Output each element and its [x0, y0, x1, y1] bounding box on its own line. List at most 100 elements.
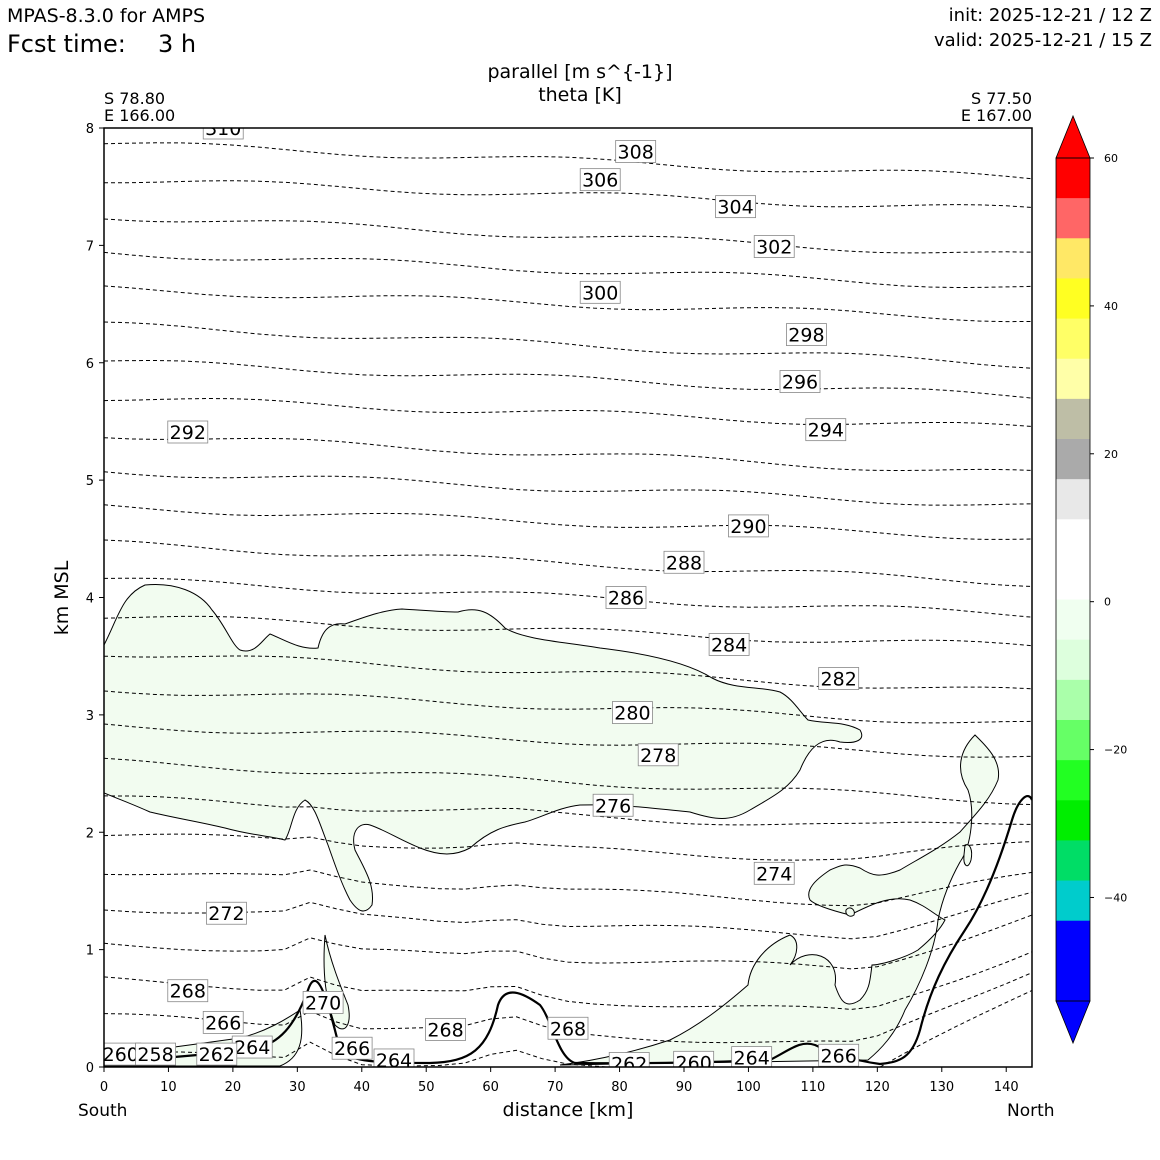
theta-contour-line: [104, 539, 1032, 587]
theta-label: 290: [730, 516, 766, 538]
theta-contour-line: [104, 951, 1032, 1010]
theta-contour-line: [104, 690, 1032, 724]
theta-label: 280: [614, 703, 650, 725]
theta-label-box: [167, 420, 209, 444]
x-tick-label: 140: [994, 1080, 1019, 1095]
colorbar-segment: [1056, 318, 1090, 360]
colorbar-tick-label: 40: [1104, 300, 1118, 313]
left-latitude: S 78.80: [104, 89, 166, 108]
theta-label-box: [673, 1050, 715, 1067]
theta-contour-line: [104, 795, 1032, 826]
x-tick-label: 60: [482, 1080, 499, 1095]
colorbar-segment: [1056, 358, 1090, 400]
theta-label: 266: [821, 1045, 857, 1067]
colorbar-segment: [1056, 920, 1090, 962]
theta-label-box: [608, 1052, 650, 1067]
theta-label: 300: [582, 282, 618, 304]
colorbar-segment: [1056, 800, 1090, 841]
colorbar-tick-label: −40: [1104, 891, 1127, 904]
chart-title: parallel [m s^{-1}]: [487, 61, 673, 83]
theta-label-box: [731, 1046, 773, 1067]
x-tick-label: 10: [160, 1080, 177, 1095]
theta-label-box: [592, 793, 634, 817]
theta-label: 260: [676, 1052, 712, 1074]
colorbar-segment: [1056, 840, 1090, 882]
theta-label-box: [167, 979, 209, 1003]
colorbar-segment: [1056, 599, 1090, 641]
theta-label: 302: [756, 237, 792, 259]
theta-label: 284: [711, 634, 747, 656]
theta-label: 268: [550, 1018, 586, 1040]
theta-label-box: [331, 1036, 373, 1060]
theta-label: 264: [376, 1050, 412, 1072]
right-latitude: S 77.50: [970, 89, 1032, 108]
theta-label: 278: [640, 745, 676, 767]
y-tick-label: 2: [86, 826, 94, 841]
right-direction-label: North: [1007, 1101, 1055, 1121]
theta-label-box: [135, 1042, 176, 1066]
negative-wind-region: [845, 907, 855, 917]
theta-label-box: [753, 235, 795, 258]
theta-label-box: [425, 1018, 466, 1041]
y-tick-label: 0: [86, 1061, 94, 1076]
x-tick-label: 0: [100, 1080, 108, 1095]
theta-label: 264: [734, 1048, 770, 1070]
theta-label-box: [637, 743, 679, 767]
x-tick-label: 20: [225, 1080, 242, 1095]
x-tick-label: 130: [929, 1080, 954, 1095]
theta-label: 306: [582, 170, 618, 192]
x-tick-label: 80: [611, 1080, 628, 1095]
y-tick-label: 5: [86, 474, 94, 489]
theta-label-box: [818, 667, 860, 690]
theta-label: 296: [782, 372, 818, 394]
theta-contour-line: [104, 285, 1032, 323]
theta-label: 262: [199, 1044, 235, 1066]
x-tick-label: 100: [736, 1080, 761, 1095]
colorbar-segment: [1056, 519, 1090, 560]
theta-label: 266: [205, 1012, 241, 1034]
y-tick-label: 1: [86, 944, 94, 959]
forecast-time-label: Fcst time:: [7, 30, 126, 58]
colorbar-segment: [1056, 559, 1090, 601]
theta-label-box: [196, 1042, 238, 1066]
y-tick-label: 4: [86, 592, 94, 607]
terrain-line: [104, 794, 1032, 1066]
x-tick-label: 120: [865, 1080, 890, 1095]
theta-contour-line: [104, 180, 1032, 208]
theta-contour-line: [104, 833, 1032, 861]
colorbar-tick-label: 20: [1104, 448, 1118, 461]
left-direction-label: South: [78, 1101, 128, 1121]
colorbar-segment: [1056, 439, 1090, 480]
x-tick-label: 30: [289, 1080, 306, 1095]
y-tick-label: 3: [86, 709, 94, 724]
colorbar-segment: [1056, 158, 1090, 199]
colorbar-bottom-extension: [1055, 1000, 1091, 1045]
negative-wind-region: [104, 583, 863, 912]
theta-label: 304: [717, 197, 753, 219]
plot-frame: [103, 127, 1033, 1068]
theta-label-box: [612, 701, 653, 724]
colorbar-segment: [1056, 238, 1090, 279]
x-tick-label: 40: [354, 1080, 371, 1095]
negative-wind-region: [323, 934, 350, 1030]
x-tick-label: 90: [676, 1080, 693, 1095]
theta-label: 264: [234, 1037, 270, 1059]
theta-label: 294: [808, 420, 844, 442]
theta-contour-line: [104, 251, 1032, 289]
theta-label: 268: [170, 981, 206, 1003]
colorbar-segment: [1056, 398, 1090, 440]
right-longitude: E 167.00: [960, 106, 1032, 125]
theta-label-box: [202, 1010, 244, 1034]
theta-label-box: [715, 195, 756, 219]
theta-label-box: [708, 633, 750, 656]
theta-label-box: [753, 861, 795, 885]
x-tick-label: 50: [418, 1080, 435, 1095]
theta-label-box: [615, 140, 657, 163]
y-tick-label: 8: [86, 122, 94, 137]
x-axis-label: distance [km]: [502, 1099, 634, 1121]
theta-label-box: [779, 370, 821, 393]
theta-label-box: [206, 901, 247, 925]
theta-contour-line: [104, 321, 1032, 369]
theta-contour-line: [104, 972, 1032, 1044]
theta-label-box: [579, 280, 621, 304]
